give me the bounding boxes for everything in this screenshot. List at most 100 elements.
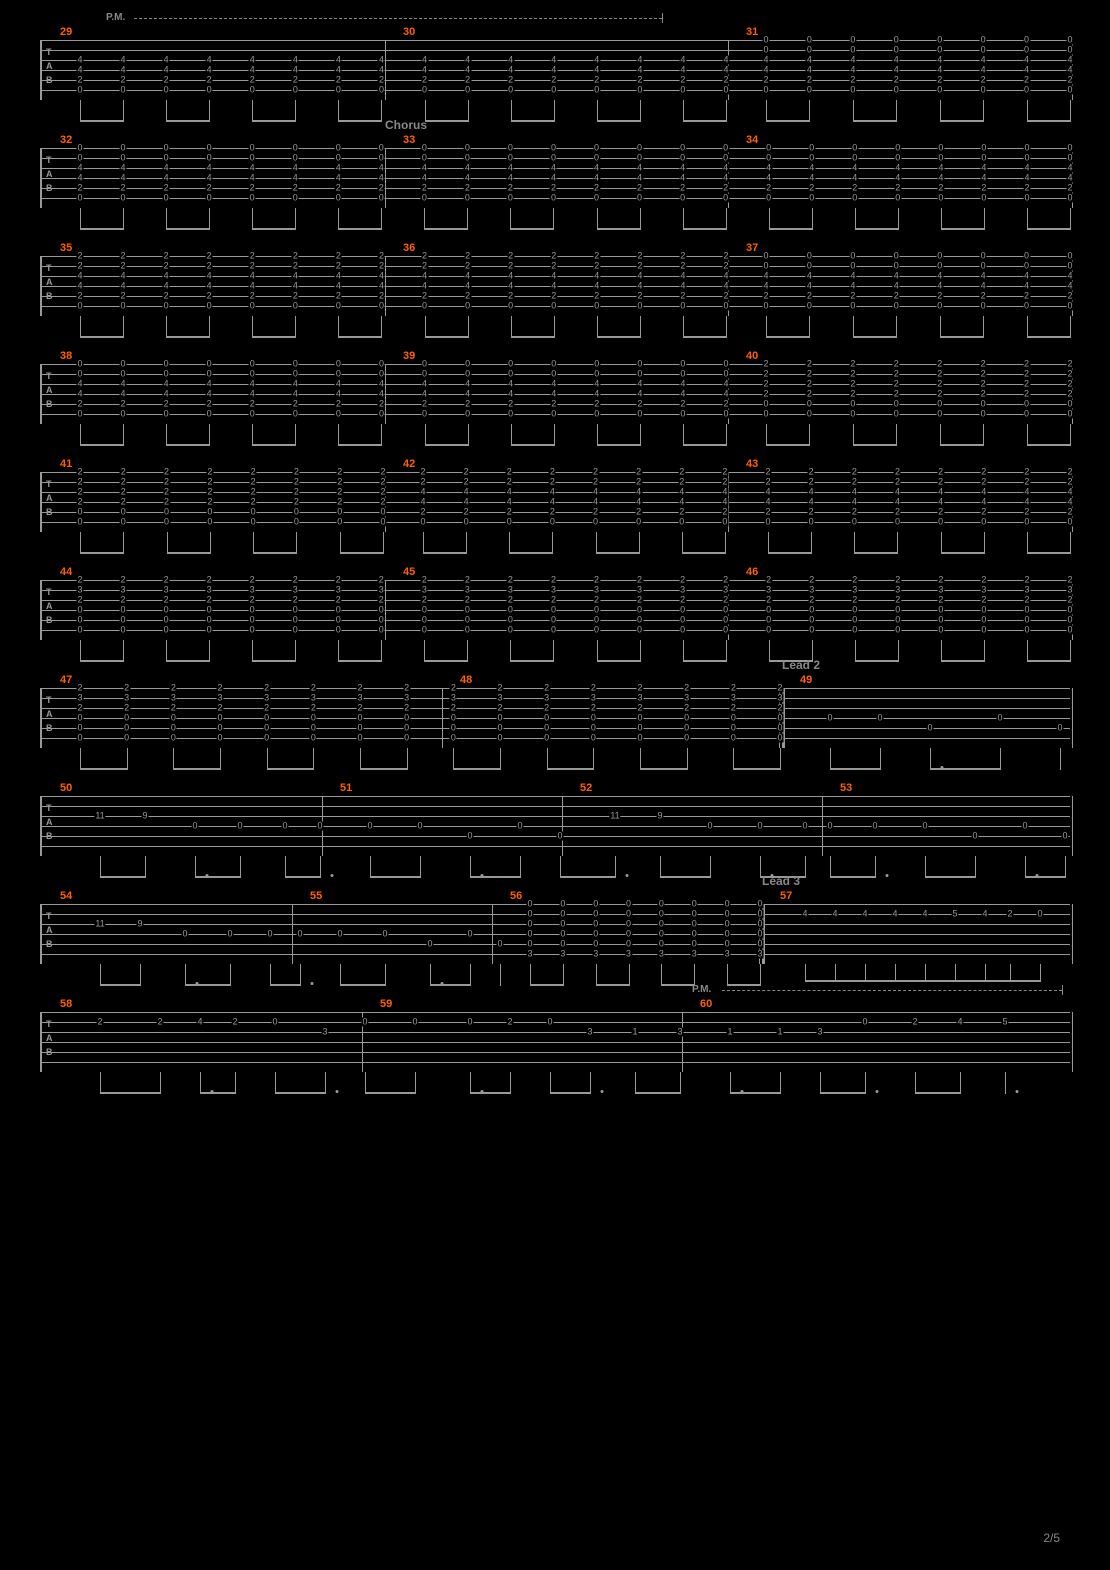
stem	[230, 964, 231, 986]
tab-a: A	[46, 1034, 53, 1043]
fret-number: 2	[293, 468, 300, 477]
fret-number: 2	[636, 704, 643, 713]
fret-number: 2	[1023, 576, 1030, 585]
fret-number: 0	[170, 724, 177, 733]
fret-number: 0	[76, 714, 83, 723]
fret-number: 4	[378, 272, 385, 281]
stem	[694, 964, 695, 986]
fret-number: 2	[849, 360, 856, 369]
tab-t: T	[46, 804, 52, 813]
fret-number: 2	[379, 488, 386, 497]
fret-number: 0	[216, 724, 223, 733]
fret-number: 2	[762, 370, 769, 379]
tab-b: B	[46, 400, 53, 409]
barline	[385, 40, 386, 100]
beam	[510, 660, 553, 662]
fret-number: 0	[625, 910, 632, 919]
beam	[370, 876, 420, 878]
fret-number: 0	[120, 154, 127, 163]
fret-number: 2	[1023, 76, 1030, 85]
stem	[424, 640, 425, 662]
measure-number: 34	[746, 134, 758, 146]
fret-number: 0	[163, 154, 170, 163]
fret-number: 4	[679, 164, 686, 173]
beam	[253, 552, 296, 554]
pm-label: P.M.	[692, 984, 711, 995]
fret-number: 0	[593, 302, 600, 311]
fret-number: 2	[206, 252, 213, 261]
fret-number: 0	[378, 144, 385, 153]
fret-number: 0	[691, 910, 698, 919]
fret-number: 0	[1023, 410, 1030, 419]
fret-number: 4	[550, 56, 557, 65]
fret-number: 3	[676, 1028, 683, 1037]
fret-number: 2	[980, 576, 987, 585]
tab-staff: TAB3839400044200044200044200044200044200…	[40, 364, 1070, 424]
fret-number: 2	[722, 292, 729, 301]
beam	[275, 1092, 325, 1094]
fret-number: 0	[722, 626, 729, 635]
fret-number: 4	[636, 272, 643, 281]
fret-number: 4	[249, 380, 256, 389]
fret-number: 0	[549, 518, 556, 527]
staff-line	[42, 1012, 1070, 1013]
fret-number: 2	[464, 400, 471, 409]
stem	[80, 532, 81, 554]
fret-number: 0	[526, 900, 533, 909]
stem	[941, 640, 942, 662]
fret-number: 2	[592, 468, 599, 477]
measure-number: 53	[840, 782, 852, 794]
fret-number: 0	[123, 734, 130, 743]
fret-number: 2	[722, 262, 729, 271]
fret-number: 0	[1066, 400, 1073, 409]
fret-number: 2	[550, 400, 557, 409]
fret-number: 0	[730, 734, 737, 743]
fret-number: 4	[1023, 498, 1030, 507]
stem	[209, 640, 210, 662]
tab-system: TAB3839400044200044200044200044200044200…	[40, 364, 1070, 424]
measure-number: 49	[800, 674, 812, 686]
fret-number: 0	[249, 144, 256, 153]
fret-number: 0	[722, 154, 729, 163]
tab-t: T	[46, 156, 52, 165]
fret-number: 4	[849, 56, 856, 65]
beam	[1027, 660, 1070, 662]
stem	[423, 532, 424, 554]
fret-number: 0	[163, 410, 170, 419]
fret-number: 4	[292, 272, 299, 281]
fret-number: 4	[464, 164, 471, 173]
fret-number: 0	[263, 714, 270, 723]
fret-number: 0	[1066, 518, 1073, 527]
fret-number: 4	[893, 66, 900, 75]
fret-number: 4	[507, 282, 514, 291]
fret-number: 0	[678, 518, 685, 527]
fret-number: 0	[636, 370, 643, 379]
fret-number: 4	[893, 282, 900, 291]
fret-number: 0	[206, 360, 213, 369]
fret-number: 4	[593, 164, 600, 173]
fret-number: 2	[806, 390, 813, 399]
fret-number: 2	[762, 292, 769, 301]
fret-number: 2	[851, 596, 858, 605]
fret-number: 0	[590, 734, 597, 743]
fret-number: 0	[421, 86, 428, 95]
beam	[855, 228, 898, 230]
fret-number: 0	[76, 518, 83, 527]
measure-number: 33	[403, 134, 415, 146]
beam	[683, 336, 726, 338]
fret-number: 2	[507, 292, 514, 301]
fret-number: 0	[1023, 302, 1030, 311]
fret-number: 3	[679, 586, 686, 595]
fret-number: 4	[806, 272, 813, 281]
fret-number: 4	[1023, 282, 1030, 291]
fret-number: 0	[292, 360, 299, 369]
staff-line	[42, 728, 1070, 729]
fret-number: 0	[403, 714, 410, 723]
fret-number: 2	[464, 576, 471, 585]
fret-number: 2	[765, 508, 772, 517]
beam	[930, 768, 1000, 770]
barline	[385, 148, 386, 208]
tab-b: B	[46, 292, 53, 301]
beam	[252, 660, 295, 662]
fret-number: 2	[120, 184, 127, 193]
